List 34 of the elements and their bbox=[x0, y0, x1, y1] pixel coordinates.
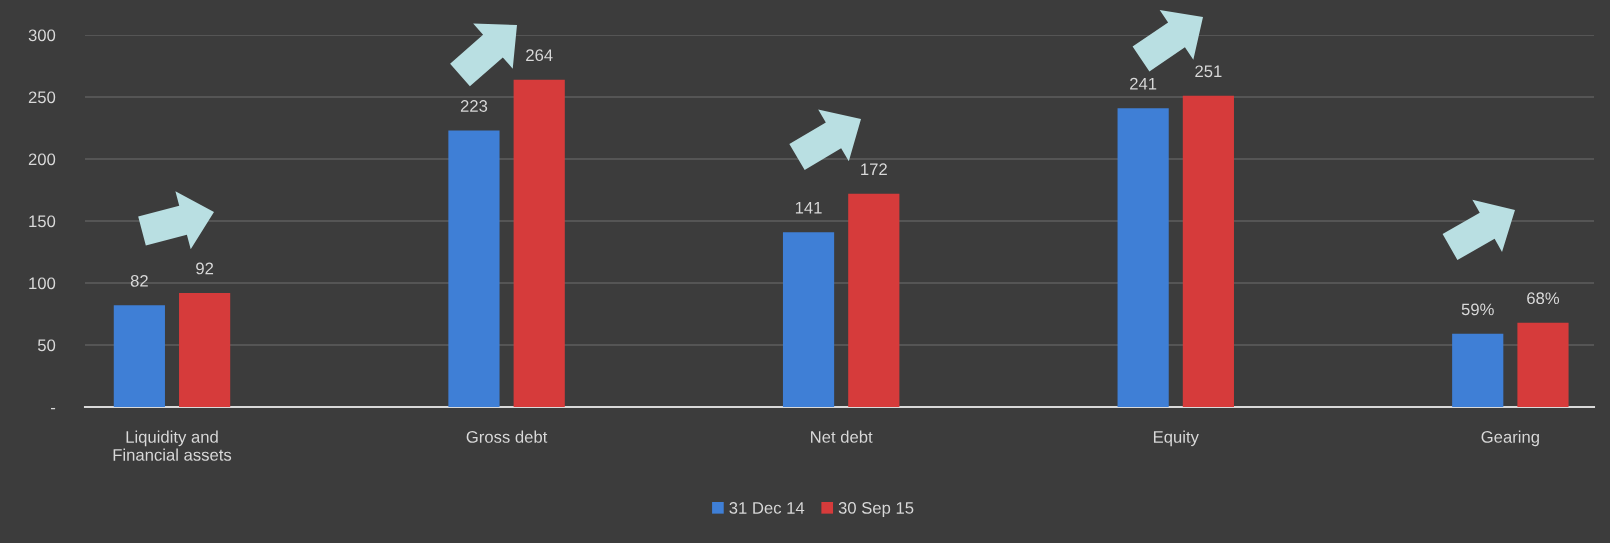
y-tick-label: 200 bbox=[28, 153, 56, 166]
bar bbox=[448, 130, 500, 407]
y-tick-label: 300 bbox=[28, 29, 56, 42]
data-label: 251 bbox=[1195, 65, 1222, 78]
data-label: 59% bbox=[1461, 303, 1494, 316]
bar bbox=[1117, 108, 1169, 407]
x-tick-label: Gearing bbox=[1481, 430, 1539, 447]
y-tick-label: - bbox=[51, 407, 56, 410]
bar bbox=[782, 232, 835, 407]
bar bbox=[1452, 333, 1504, 407]
data-label: 68% bbox=[1527, 292, 1560, 305]
x-tick-label: Gross debt bbox=[466, 430, 548, 443]
bar bbox=[848, 193, 900, 407]
x-tick-label: Net debt bbox=[811, 430, 873, 443]
data-label: 223 bbox=[460, 100, 488, 112]
data-label: 82 bbox=[130, 274, 148, 287]
data-label: 92 bbox=[196, 262, 214, 275]
x-tick-label: Equity bbox=[1153, 430, 1199, 447]
bar bbox=[1182, 95, 1234, 407]
legend-label: 31 Dec 14 bbox=[729, 502, 805, 514]
y-tick-label: 50 bbox=[37, 339, 56, 352]
legend-label: 30 Sep 15 bbox=[838, 502, 914, 518]
data-label: 241 bbox=[1130, 77, 1157, 90]
bar bbox=[513, 79, 565, 407]
bar bbox=[179, 292, 231, 407]
x-tick-label: Liquidity and Financial assets bbox=[113, 430, 232, 461]
data-label: 264 bbox=[526, 49, 553, 62]
data-label: 141 bbox=[795, 201, 822, 214]
y-tick-label: 100 bbox=[29, 277, 56, 290]
y-tick-label: 150 bbox=[29, 215, 56, 228]
bar bbox=[113, 305, 165, 407]
y-tick-label: 250 bbox=[28, 91, 56, 104]
data-label: 172 bbox=[861, 163, 887, 175]
bar bbox=[1517, 322, 1569, 407]
